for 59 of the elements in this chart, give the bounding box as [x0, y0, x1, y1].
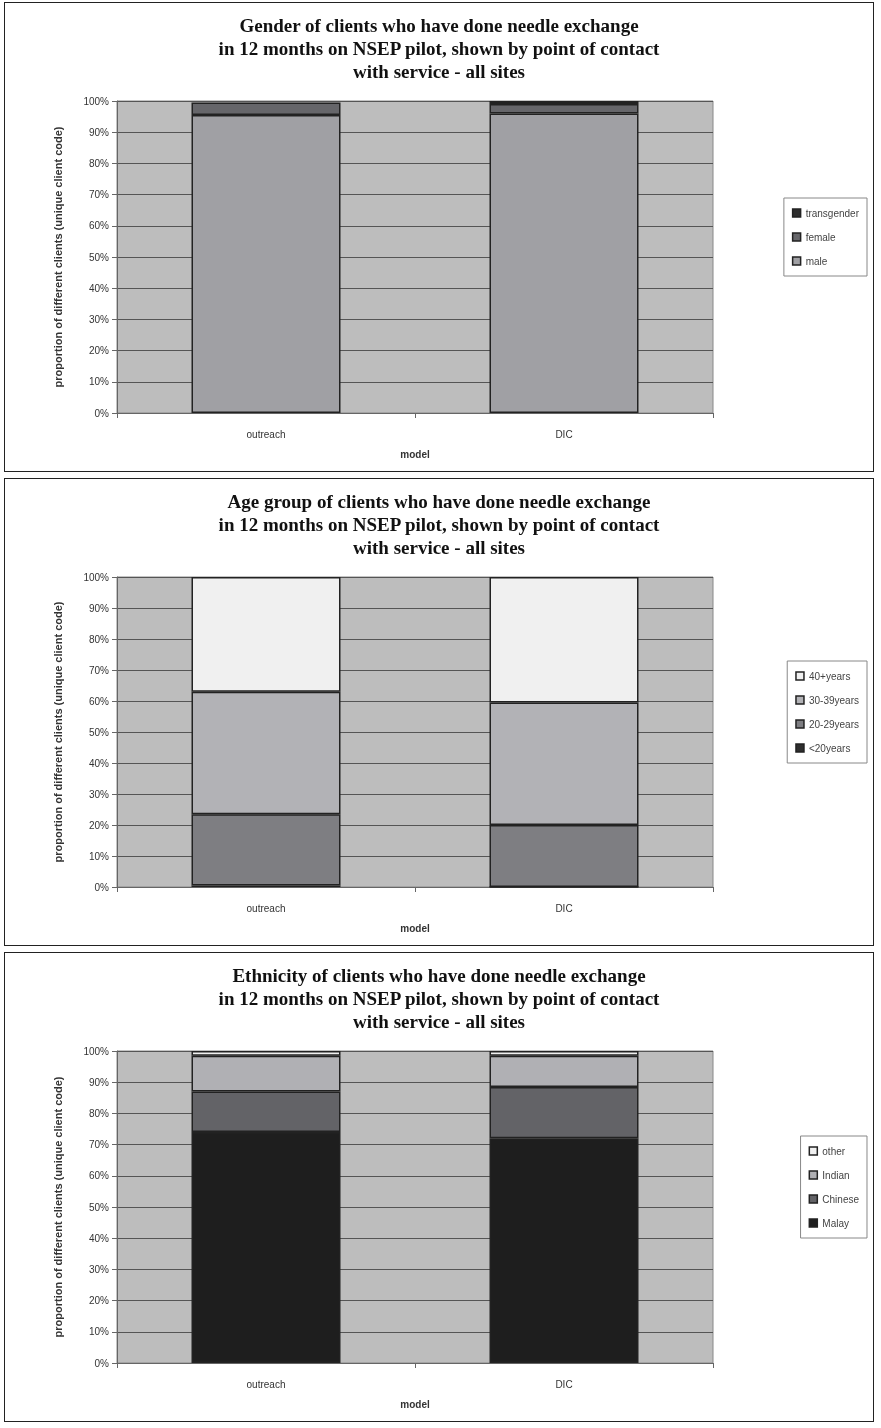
legend-label: Malay: [822, 1217, 849, 1229]
y-tick-label: 40%: [88, 282, 110, 294]
y-tick-label: 80%: [88, 1107, 110, 1119]
y-tick-label: 100%: [83, 571, 110, 583]
y-tick-label: 20%: [88, 1295, 110, 1307]
chart-title: Ethnicity of clients who have done needle exchange in 12 months on NSEP pilot, shown by point of contact with service - all sites: [218, 965, 661, 1032]
chart-title: Age group of clients who have done needle exchange in 12 months on NSEP pilot, shown by point of contact with service - all sites: [218, 491, 661, 558]
y-tick-label: 0%: [94, 881, 110, 893]
x-axis-title: model: [400, 922, 430, 934]
y-tick-label: 50%: [88, 726, 110, 738]
y-tick-label: 40%: [88, 757, 110, 769]
x-axis-title: model: [400, 1398, 430, 1410]
y-tick-label: 80%: [88, 633, 110, 645]
y-tick-label: 90%: [88, 1076, 110, 1088]
y-tick-label: 30%: [88, 313, 110, 325]
legend-label: 20-29years: [808, 718, 859, 730]
y-tick-label: 10%: [88, 376, 110, 388]
y-tick-label: 100%: [83, 1045, 110, 1057]
y-tick-label: 30%: [88, 1263, 110, 1275]
x-tick-label: outreach: [246, 1378, 286, 1390]
y-tick-label: 60%: [88, 1170, 110, 1182]
y-tick-label: 100%: [83, 95, 110, 107]
y-axis-title: proportion of different clients (unique client code): [52, 1076, 64, 1338]
y-tick-label: 70%: [88, 189, 110, 201]
y-tick-label: 10%: [88, 1326, 110, 1338]
chart-title: Gender of clients who have done needle exchange in 12 months on NSEP pilot, shown by point of contact with service - all sites: [218, 15, 661, 82]
y-tick-label: 0%: [94, 1357, 110, 1369]
legend-label: male: [805, 255, 828, 267]
y-tick-label: 60%: [88, 695, 110, 707]
x-tick-label: outreach: [246, 428, 286, 440]
legend-label: transgender: [805, 207, 860, 219]
y-tick-label: 20%: [88, 819, 110, 831]
legend-label: 40+years: [808, 670, 851, 682]
y-tick-label: 80%: [88, 157, 110, 169]
x-tick-label: DIC: [555, 428, 573, 440]
y-tick-label: 0%: [94, 407, 110, 419]
y-tick-label: 50%: [88, 1201, 110, 1213]
x-axis-title: model: [400, 448, 430, 460]
y-axis-title: proportion of different clients (unique client code): [52, 601, 64, 863]
y-tick-label: 70%: [88, 1139, 110, 1151]
y-tick-label: 20%: [88, 345, 110, 357]
legend-label: 30-39years: [808, 694, 859, 706]
y-tick-label: 60%: [88, 220, 110, 232]
y-tick-label: 10%: [88, 850, 110, 862]
legend-label: female: [805, 231, 837, 243]
y-axis-title: proportion of different clients (unique client code): [52, 126, 64, 388]
y-tick-label: 30%: [88, 788, 110, 800]
y-tick-label: 70%: [88, 664, 110, 676]
legend-label: Chinese: [822, 1193, 860, 1205]
x-tick-label: DIC: [555, 1378, 573, 1390]
y-tick-label: 90%: [88, 602, 110, 614]
legend-label: Indian: [822, 1169, 850, 1181]
x-tick-label: outreach: [246, 902, 286, 914]
y-tick-label: 50%: [88, 251, 110, 263]
legend-label: <20years: [808, 742, 851, 754]
x-tick-label: DIC: [555, 902, 573, 914]
legend-label: other: [822, 1145, 846, 1157]
y-tick-label: 90%: [88, 126, 110, 138]
y-tick-label: 40%: [88, 1232, 110, 1244]
